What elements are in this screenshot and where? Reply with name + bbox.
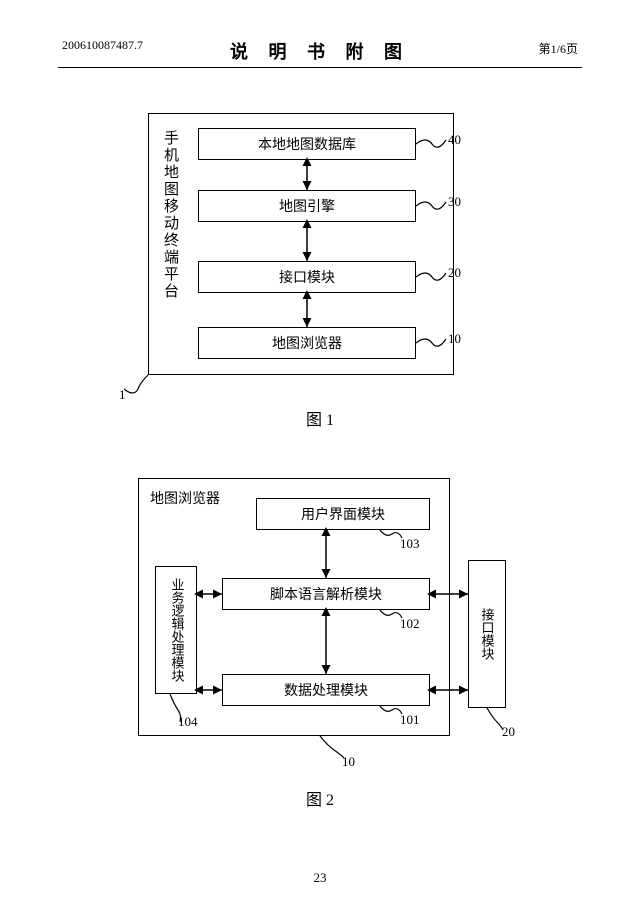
fig1-lead-40: 40: [448, 132, 461, 148]
fig2-lead-102: 102: [400, 616, 420, 632]
fig2-box-104: 业务逻辑处理模块: [155, 566, 197, 694]
fig2-outer-label: 地图浏览器: [150, 488, 220, 508]
fig1-caption: 图 1: [0, 406, 640, 430]
fig2-lead-104: 104: [178, 714, 198, 730]
fig1-box-10: 地图浏览器: [198, 327, 416, 359]
fig2-lead-outer: 10: [342, 754, 355, 770]
fig2-box-102: 脚本语言解析模块: [222, 578, 430, 610]
fig1-box-40: 本地地图数据库: [198, 128, 416, 160]
page-number: 第1/6页: [539, 40, 578, 57]
footer-page-number: 23: [0, 870, 640, 886]
fig2-caption: 图 2: [0, 786, 640, 810]
fig2-lead-101: 101: [400, 712, 420, 728]
fig1-outer-label: 手机地图移动终端平台: [160, 130, 181, 350]
fig1-lead-10: 10: [448, 331, 461, 347]
fig1-lead-outer: 1: [119, 387, 126, 403]
page-header: 200610087487.7 说 明 书 附 图 第1/6页: [0, 38, 640, 68]
fig2-lead-103: 103: [400, 536, 420, 552]
fig1-lead-30: 30: [448, 194, 461, 210]
fig1-lead-20: 20: [448, 265, 461, 281]
fig1-box-20: 接口模块: [198, 261, 416, 293]
header-rule: [58, 67, 582, 68]
fig2-box-103: 用户界面模块: [256, 498, 430, 530]
fig1-box-30: 地图引擎: [198, 190, 416, 222]
fig2-box-20: 接口模块: [468, 560, 506, 708]
fig2-lead-20: 20: [502, 724, 515, 740]
fig2-box-101: 数据处理模块: [222, 674, 430, 706]
